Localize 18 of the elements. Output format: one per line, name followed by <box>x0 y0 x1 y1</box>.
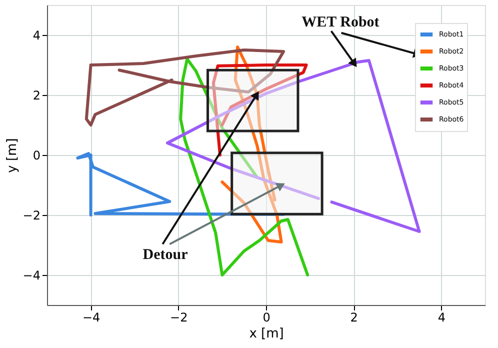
x-tick-label: 4 <box>438 310 446 324</box>
line-series <box>76 152 286 216</box>
line-series <box>212 64 308 156</box>
y-tick-label: 2 <box>32 88 40 102</box>
line-series <box>84 48 286 126</box>
y-tick-label: 4 <box>32 28 40 42</box>
line-series <box>166 59 421 233</box>
annotation: Detour <box>142 247 188 263</box>
y-tick-label: 0 <box>32 148 40 162</box>
x-tick-label: −2 <box>170 310 188 324</box>
y-tick-label: −4 <box>22 268 40 282</box>
x-tick-label: 2 <box>350 310 358 324</box>
y-axis-title: y [m] <box>4 138 20 173</box>
annotation: WET Robot <box>302 14 380 30</box>
x-axis-title: x [m] <box>249 326 284 342</box>
x-tick-label: −4 <box>82 310 100 324</box>
y-tick-label: −2 <box>22 208 40 222</box>
x-tick-label: 0 <box>262 310 270 324</box>
